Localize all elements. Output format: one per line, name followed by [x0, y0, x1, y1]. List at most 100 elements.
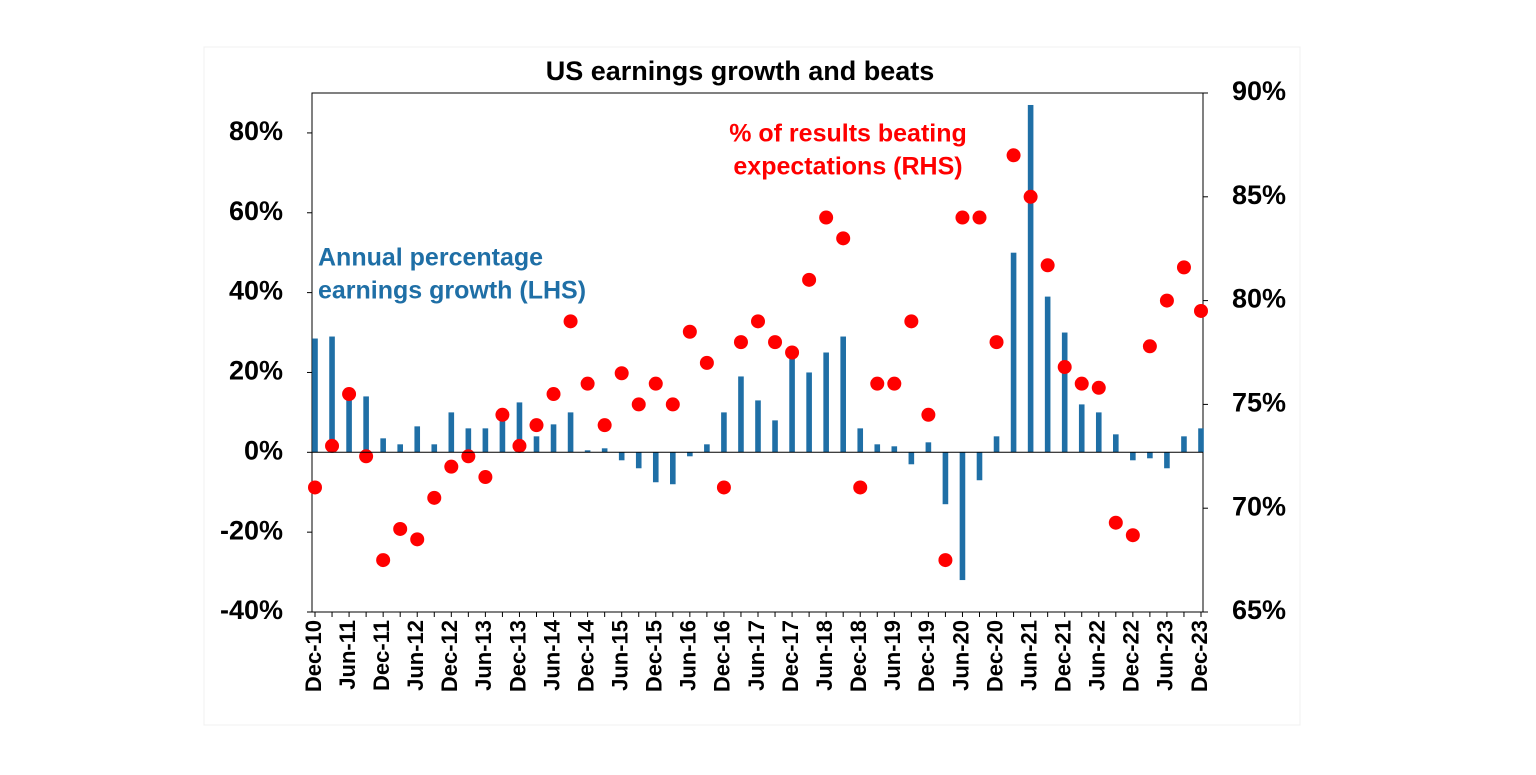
bar [789, 356, 795, 453]
bar [329, 336, 335, 453]
bar [601, 448, 608, 453]
dot [819, 210, 834, 225]
y-tick-label: 80% [229, 116, 283, 146]
dot [359, 449, 374, 464]
bar [772, 420, 778, 453]
dot [478, 470, 493, 485]
bar [465, 428, 472, 453]
bar [908, 452, 915, 465]
bar [687, 452, 693, 457]
bar [1044, 296, 1051, 453]
bar [533, 436, 540, 453]
bar [567, 412, 574, 453]
bar [448, 412, 455, 453]
bar [1078, 404, 1085, 453]
bar [346, 392, 352, 453]
dot [461, 449, 476, 464]
dot [887, 376, 902, 391]
dot [529, 418, 544, 433]
dot [614, 366, 629, 381]
bar [312, 338, 318, 453]
bar [755, 400, 761, 453]
dot [955, 210, 970, 225]
y2-tick-label: 65% [1232, 595, 1286, 625]
dot [972, 210, 987, 225]
bar [1198, 428, 1204, 453]
bar [618, 452, 625, 461]
x-tick-label: Dec-20 [982, 620, 1007, 692]
y2-tick-label: 90% [1232, 76, 1286, 106]
bar [584, 450, 591, 453]
x-tick-label: Dec-21 [1051, 620, 1076, 692]
dot [597, 418, 612, 433]
x-tick-label: Jun-23 [1153, 620, 1178, 691]
x-tick-label: Jun-22 [1085, 620, 1110, 691]
bar [431, 444, 438, 453]
dot [1023, 189, 1038, 204]
y2-tick-label: 85% [1232, 180, 1286, 210]
dot [802, 272, 817, 287]
y-tick-label: 40% [229, 276, 283, 306]
dot [904, 314, 919, 329]
bar [1181, 436, 1187, 453]
x-tick-label: Jun-17 [744, 620, 769, 691]
bar [1010, 252, 1017, 453]
bar [635, 452, 642, 469]
bar [414, 426, 421, 453]
x-tick-label: Dec-19 [914, 620, 939, 692]
dot [563, 314, 578, 329]
x-tick-label: Dec-10 [301, 620, 326, 692]
bar [993, 436, 1000, 453]
bar [499, 416, 506, 453]
dot [580, 376, 595, 391]
x-tick-label: Dec-13 [505, 620, 530, 692]
annotation: % of results beating [729, 120, 967, 148]
dot [1006, 148, 1021, 163]
dot [546, 387, 561, 402]
annotation: Annual percentage [318, 244, 543, 272]
dot [444, 459, 459, 474]
x-tick-label: Jun-16 [676, 620, 701, 691]
x-tick-label: Jun-13 [471, 620, 496, 691]
dot [631, 397, 646, 412]
dot [1194, 303, 1208, 318]
y2-tick-label: 70% [1232, 491, 1286, 521]
dot [1142, 339, 1157, 354]
x-tick-label: Dec-14 [573, 619, 598, 692]
bar [1095, 412, 1102, 453]
x-tick-label: Dec-18 [846, 620, 871, 692]
dot [1074, 376, 1089, 391]
bar [397, 444, 403, 453]
bar [891, 446, 898, 453]
dot [1040, 258, 1055, 273]
dot [1159, 293, 1174, 308]
x-tick-label: Dec-23 [1187, 620, 1212, 692]
dot [921, 407, 936, 422]
x-tick-label: Dec-16 [710, 620, 735, 692]
dot [699, 355, 714, 370]
bar [1113, 434, 1119, 453]
bar [363, 396, 369, 453]
bar [874, 444, 881, 453]
bar [959, 452, 966, 581]
bar [1027, 104, 1034, 453]
dot [393, 521, 408, 536]
annotation: earnings growth (LHS) [318, 277, 586, 305]
y2-tick-label: 80% [1232, 284, 1286, 314]
dot [733, 335, 748, 350]
x-tick-label: Dec-15 [642, 620, 667, 692]
dot [853, 480, 868, 495]
annotation: expectations (RHS) [733, 153, 962, 181]
dot [1057, 360, 1072, 375]
x-tick-label: Jun-20 [948, 620, 973, 691]
bar [1147, 452, 1153, 459]
bar [516, 402, 523, 453]
dot [989, 335, 1004, 350]
bar [1164, 452, 1170, 469]
dot [427, 490, 442, 505]
dot [648, 376, 663, 391]
bar [942, 452, 949, 505]
dot [716, 480, 731, 495]
x-tick-label: Jun-11 [335, 620, 360, 690]
